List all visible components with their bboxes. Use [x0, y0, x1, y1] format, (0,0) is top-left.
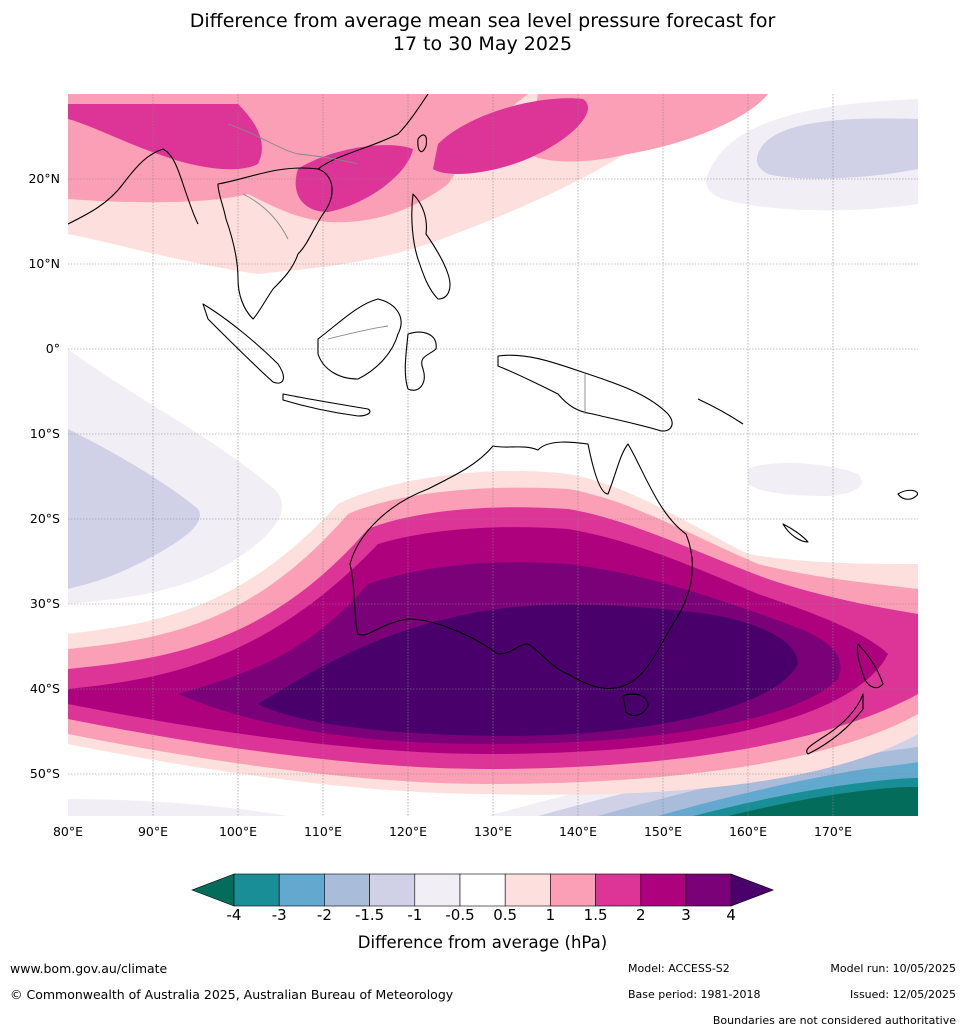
colorbar-swatch [369, 873, 416, 907]
anomaly-pos-north-3 [68, 104, 262, 170]
footer-model: Model: ACCESS-S2 [628, 962, 730, 975]
colorbar-swatch [278, 873, 325, 907]
lon-label-170e: 170°E [813, 824, 852, 839]
coast-china [317, 94, 429, 170]
colorbar-tick-label: 3 [681, 906, 691, 924]
lon-label-100e: 100°E [218, 824, 257, 839]
lon-label-160e: 160°E [728, 824, 767, 839]
anomaly-neg-ne-inner [756, 118, 918, 179]
colorbar-extend-min [191, 873, 235, 907]
footer-copyright: © Commonwealth of Australia 2025, Austra… [10, 987, 454, 1002]
lon-label-90e: 90°E [137, 824, 169, 839]
colorbar-swatch [324, 873, 370, 907]
colorbar-swatch [685, 873, 732, 907]
anomaly-pos-north-6 [433, 98, 588, 174]
lat-label-10n: 10°N [28, 256, 60, 271]
colorbar-tick-label: 2 [636, 906, 646, 924]
anomaly-neg-west-inner [68, 429, 200, 589]
colorbar-tick-label: 4 [726, 906, 736, 924]
lat-label-10s: 10°S [29, 426, 60, 441]
coast-india [68, 148, 199, 225]
title-line-1: Difference from average mean sea level p… [189, 10, 776, 32]
footer-disclaimer: Boundaries are not considered authoritat… [712, 1014, 956, 1027]
colorbar-tick-label: 0.5 [493, 906, 518, 924]
coast-nz-south [806, 693, 864, 755]
footer-website[interactable]: www.bom.gov.au/climate [10, 961, 168, 976]
colorbar-tick-label: 1 [545, 906, 556, 924]
lat-label-30s: 30°S [29, 596, 60, 611]
footer-base-period: Base period: 1981-2018 [628, 988, 761, 1001]
anomaly-neg-sw [68, 799, 288, 816]
coast-java [282, 393, 371, 417]
anomaly-pos-north-5 [528, 94, 768, 162]
lon-label-130e: 130°E [473, 824, 512, 839]
coast-sulawesi [404, 331, 437, 391]
coast-borneo [317, 298, 402, 380]
colorbar-swatch [414, 873, 461, 907]
lon-label-110e: 110°E [303, 824, 342, 839]
colorbar-swatch [504, 873, 551, 907]
lon-label-150e: 150°E [643, 824, 682, 839]
footer-model-run: Model run: 10/05/2025 [830, 962, 956, 975]
lon-label-140e: 140°E [558, 824, 597, 839]
colorbar-tick-label: -3 [271, 906, 287, 924]
colorbar-tick-label: -1 [407, 906, 423, 924]
map-canvas [68, 94, 918, 816]
boundaries [227, 123, 586, 414]
coast-nz-north [856, 643, 884, 689]
graticule [68, 94, 918, 816]
coast-australia [349, 441, 693, 690]
lon-label-120e: 120°E [388, 824, 427, 839]
anomaly-pos-north-4 [295, 145, 413, 212]
coast-sumatra [202, 303, 284, 384]
footer-issued: Issued: 12/05/2025 [849, 988, 956, 1001]
lon-label-80e: 80°E [52, 824, 84, 839]
anomaly-neg-se-6 [728, 787, 918, 816]
coast-new-caledonia [782, 523, 809, 543]
colorbar-swatch [459, 873, 506, 907]
lat-label-20s: 20°S [29, 511, 60, 526]
colorbar [191, 873, 775, 907]
colorbar-tick-label: -2 [316, 906, 332, 924]
coast-taiwan [417, 134, 427, 153]
lat-label-0: 0° [45, 341, 60, 356]
colorbar-swatch [550, 873, 596, 907]
lat-label-40s: 40°S [29, 681, 60, 696]
lat-label-20n: 20°N [28, 171, 60, 186]
coast-tasmania [622, 693, 649, 716]
title-line-2: 17 to 30 May 2025 [392, 33, 573, 55]
colorbar-tick-label: 1.5 [583, 906, 608, 924]
colorbar-swatch [595, 873, 642, 907]
colorbar-swatch [233, 873, 280, 907]
colorbar-swatch [640, 873, 687, 907]
map-title: Difference from average mean sea level p… [0, 10, 965, 56]
lat-label-50s: 50°S [29, 766, 60, 781]
coast-solomons [697, 398, 744, 425]
coast-fiji [897, 489, 918, 500]
colorbar-tick-label: -1.5 [354, 906, 385, 924]
colorbar-label: Difference from average (hPa) [357, 933, 608, 952]
colorbar-tick-label: -4 [226, 906, 242, 924]
colorbar-extend-max [730, 873, 775, 907]
coast-philippines [411, 193, 451, 300]
pressure-anomaly-map [68, 94, 918, 816]
anomaly-neg-coral [748, 462, 862, 496]
coastlines [68, 94, 918, 755]
coast-new-guinea [497, 354, 673, 432]
colorbar-tick-label: -0.5 [445, 906, 475, 924]
